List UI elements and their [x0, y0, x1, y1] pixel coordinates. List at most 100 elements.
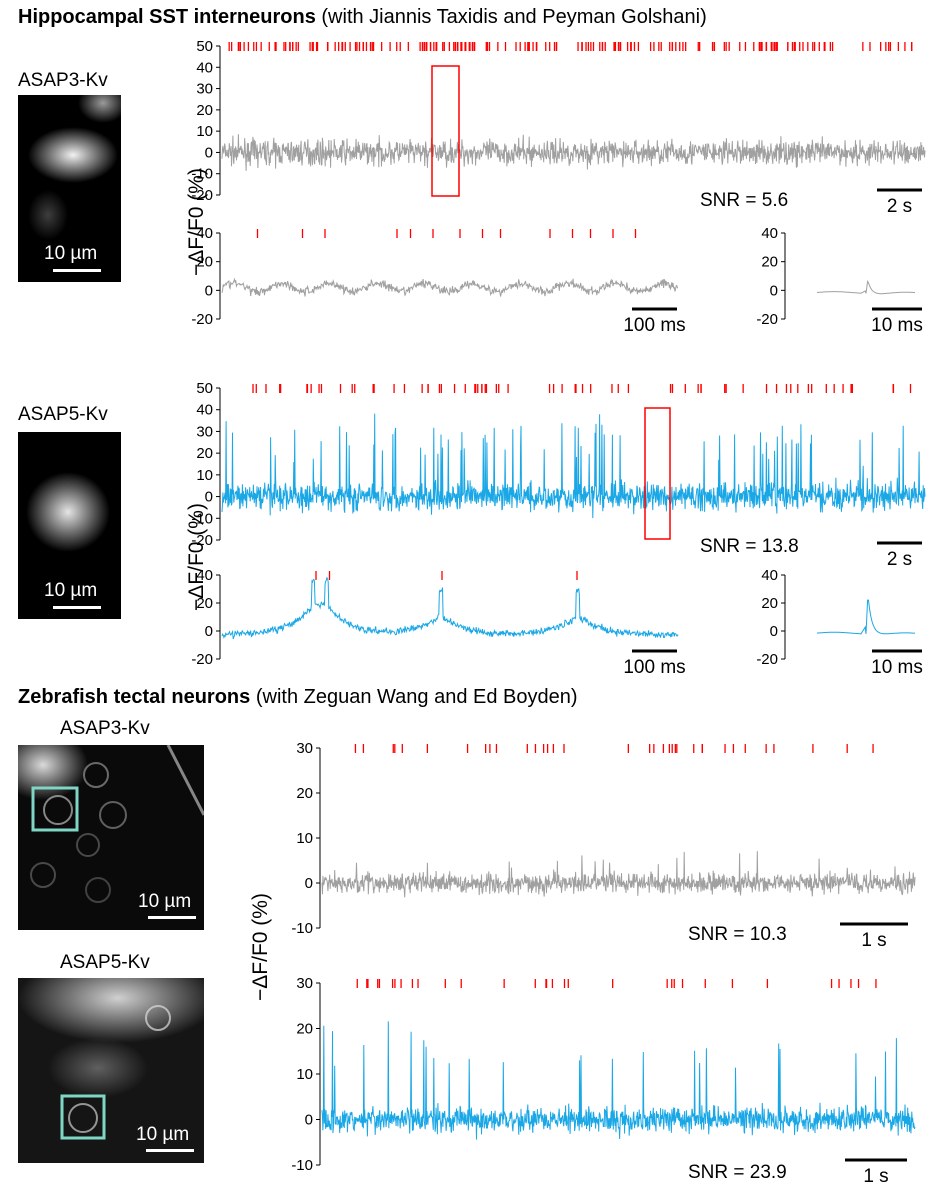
y-tick-label: 10 [296, 830, 313, 847]
y-tick-label: 30 [296, 975, 313, 992]
zebra-section-title: Zebrafish tectal neurons (with Zeguan Wa… [18, 686, 578, 709]
y-tick-label: -20 [191, 187, 213, 204]
y-tick-label: -10 [291, 1157, 313, 1174]
y-tick-label: 40 [761, 567, 778, 584]
chart-hippo-asap5-zoom: 40 20 0 -20 100 ms [191, 567, 685, 678]
hippo-asap5-micrograph [26, 472, 110, 552]
y-tick-label: -20 [191, 311, 213, 328]
y-tick-label: 0 [770, 282, 778, 299]
y-tick-label: -10 [191, 166, 213, 183]
hippo-title-credit: (with Jiannis Taxidis and Peyman Golshan… [321, 6, 707, 28]
scale-label: 10 µm [136, 1124, 190, 1145]
time-scale-label: 2 s [887, 196, 912, 217]
scale-bar [53, 269, 101, 272]
y-tick-label: 50 [196, 380, 213, 397]
y-tick-label: 0 [770, 623, 778, 640]
y-tick-label: -20 [191, 651, 213, 668]
trace-line [221, 277, 678, 297]
y-tick-label: -20 [756, 651, 778, 668]
hippo-asap3-micrograph [28, 95, 121, 240]
zebra-asap3-micrograph [18, 745, 204, 903]
snr-label: SNR = 5.6 [700, 190, 788, 211]
y-tick-label: 20 [196, 445, 213, 462]
time-scale-label: 100 ms [623, 315, 685, 336]
zebra-title-bold: Zebrafish tectal neurons [18, 686, 251, 708]
y-tick-label: 0 [205, 623, 213, 640]
y-tick-label: 30 [296, 740, 313, 757]
scale-label: 10 µm [44, 243, 98, 264]
y-tick-label: 20 [196, 102, 213, 119]
hippo-asap3-label: ASAP3-Kv [18, 70, 108, 91]
scale-bar [53, 606, 101, 609]
zebra-asap5-label: ASAP5-Kv [60, 952, 150, 973]
y-tick-label: 40 [196, 402, 213, 419]
y-tick-label: 20 [761, 595, 778, 612]
hippo-asap5-image: 10 µm [18, 432, 121, 619]
hippo-asap5-label: ASAP5-Kv [18, 404, 108, 425]
trace-line [221, 134, 926, 171]
hippo-title-bold: Hippocampal SST interneurons [18, 6, 316, 28]
chart-zebra-asap5: 30 20 10 0 -10 1 s SNR = 23.9 [291, 975, 916, 1187]
scale-bar [148, 916, 196, 919]
chart-hippo-asap5-full: 50 40 30 20 10 0 -10 -20 2 s SNR = 13.8 [191, 380, 926, 570]
y-tick-label: 0 [305, 875, 313, 892]
y-tick-label: 0 [305, 1112, 313, 1129]
y-tick-label: 30 [196, 81, 213, 98]
trace-line [321, 1021, 916, 1140]
zebra-asap3-label: ASAP3-Kv [60, 718, 150, 739]
chart-hippo-asap3-full: 50 40 30 20 10 0 -10 -20 2 s SNR = 5.6 [191, 38, 926, 217]
hippo-section-title: Hippocampal SST interneurons (with Jiann… [18, 6, 707, 29]
y-tick-label: 20 [196, 254, 213, 271]
time-scale-label: 10 ms [871, 315, 923, 336]
y-tick-label: 0 [205, 489, 213, 506]
zebra-asap3-image: 10 µm [18, 745, 204, 930]
y-tick-label: 0 [205, 282, 213, 299]
y-tick-label: 40 [761, 225, 778, 242]
roi-box [31, 786, 79, 832]
scale-bar [146, 1149, 194, 1152]
zebra-asap5-image: 10 µm [18, 978, 204, 1163]
time-scale-label: 1 s [863, 1166, 888, 1187]
y-tick-label: 20 [761, 254, 778, 271]
chart-hippo-asap3-avg: 40 20 0 -20 10 ms [756, 225, 923, 336]
y-tick-label: 0 [205, 144, 213, 161]
chart-zebra-asap3: 30 20 10 0 -10 1 s SNR = 10.3 [291, 740, 916, 950]
time-scale-label: 2 s [887, 549, 912, 570]
chart-hippo-asap5-avg: 40 20 0 -20 10 ms [756, 567, 923, 678]
time-scale-label: 1 s [861, 930, 886, 950]
trace-line [321, 851, 916, 898]
y-tick-label: 50 [196, 38, 213, 55]
y-tick-label: -20 [756, 311, 778, 328]
zebra-asap5-micrograph [18, 978, 204, 1140]
y-tick-label: 20 [296, 785, 313, 802]
trace-line [816, 279, 916, 295]
zebra-title-credit: (with Zeguan Wang and Ed Boyden) [255, 686, 578, 708]
chart-hippo-asap3-zoom: 40 20 0 -20 100 ms [191, 225, 685, 336]
trace-line [221, 413, 926, 519]
y-tick-label: 10 [196, 467, 213, 484]
scale-label: 10 µm [138, 891, 192, 912]
y-tick-label: -10 [291, 920, 313, 937]
trace-line [816, 599, 916, 635]
scale-label: 10 µm [44, 580, 98, 601]
y-tick-label: -10 [191, 510, 213, 527]
y-tick-label: 20 [196, 595, 213, 612]
y-tick-label: 30 [196, 423, 213, 440]
time-scale-label: 100 ms [623, 657, 685, 678]
y-tick-label: 10 [196, 123, 213, 140]
roi-box [60, 1094, 106, 1140]
hippo-asap3-image: 10 µm [18, 95, 121, 282]
snr-label: SNR = 10.3 [688, 924, 787, 945]
y-tick-label: 40 [196, 59, 213, 76]
y-tick-label: 10 [296, 1066, 313, 1083]
snr-label: SNR = 13.8 [700, 536, 799, 557]
zoom-highlight-box [644, 407, 671, 540]
snr-label: SNR = 23.9 [688, 1162, 787, 1183]
trace-line [221, 576, 679, 640]
ylabel-text: −ΔF/F0 (%) [249, 893, 272, 1001]
y-tick-label: -20 [191, 532, 213, 549]
y-tick-label: 20 [296, 1021, 313, 1038]
y-tick-label: 40 [196, 567, 213, 584]
y-tick-label: 40 [196, 225, 213, 242]
time-scale-label: 10 ms [871, 657, 923, 678]
